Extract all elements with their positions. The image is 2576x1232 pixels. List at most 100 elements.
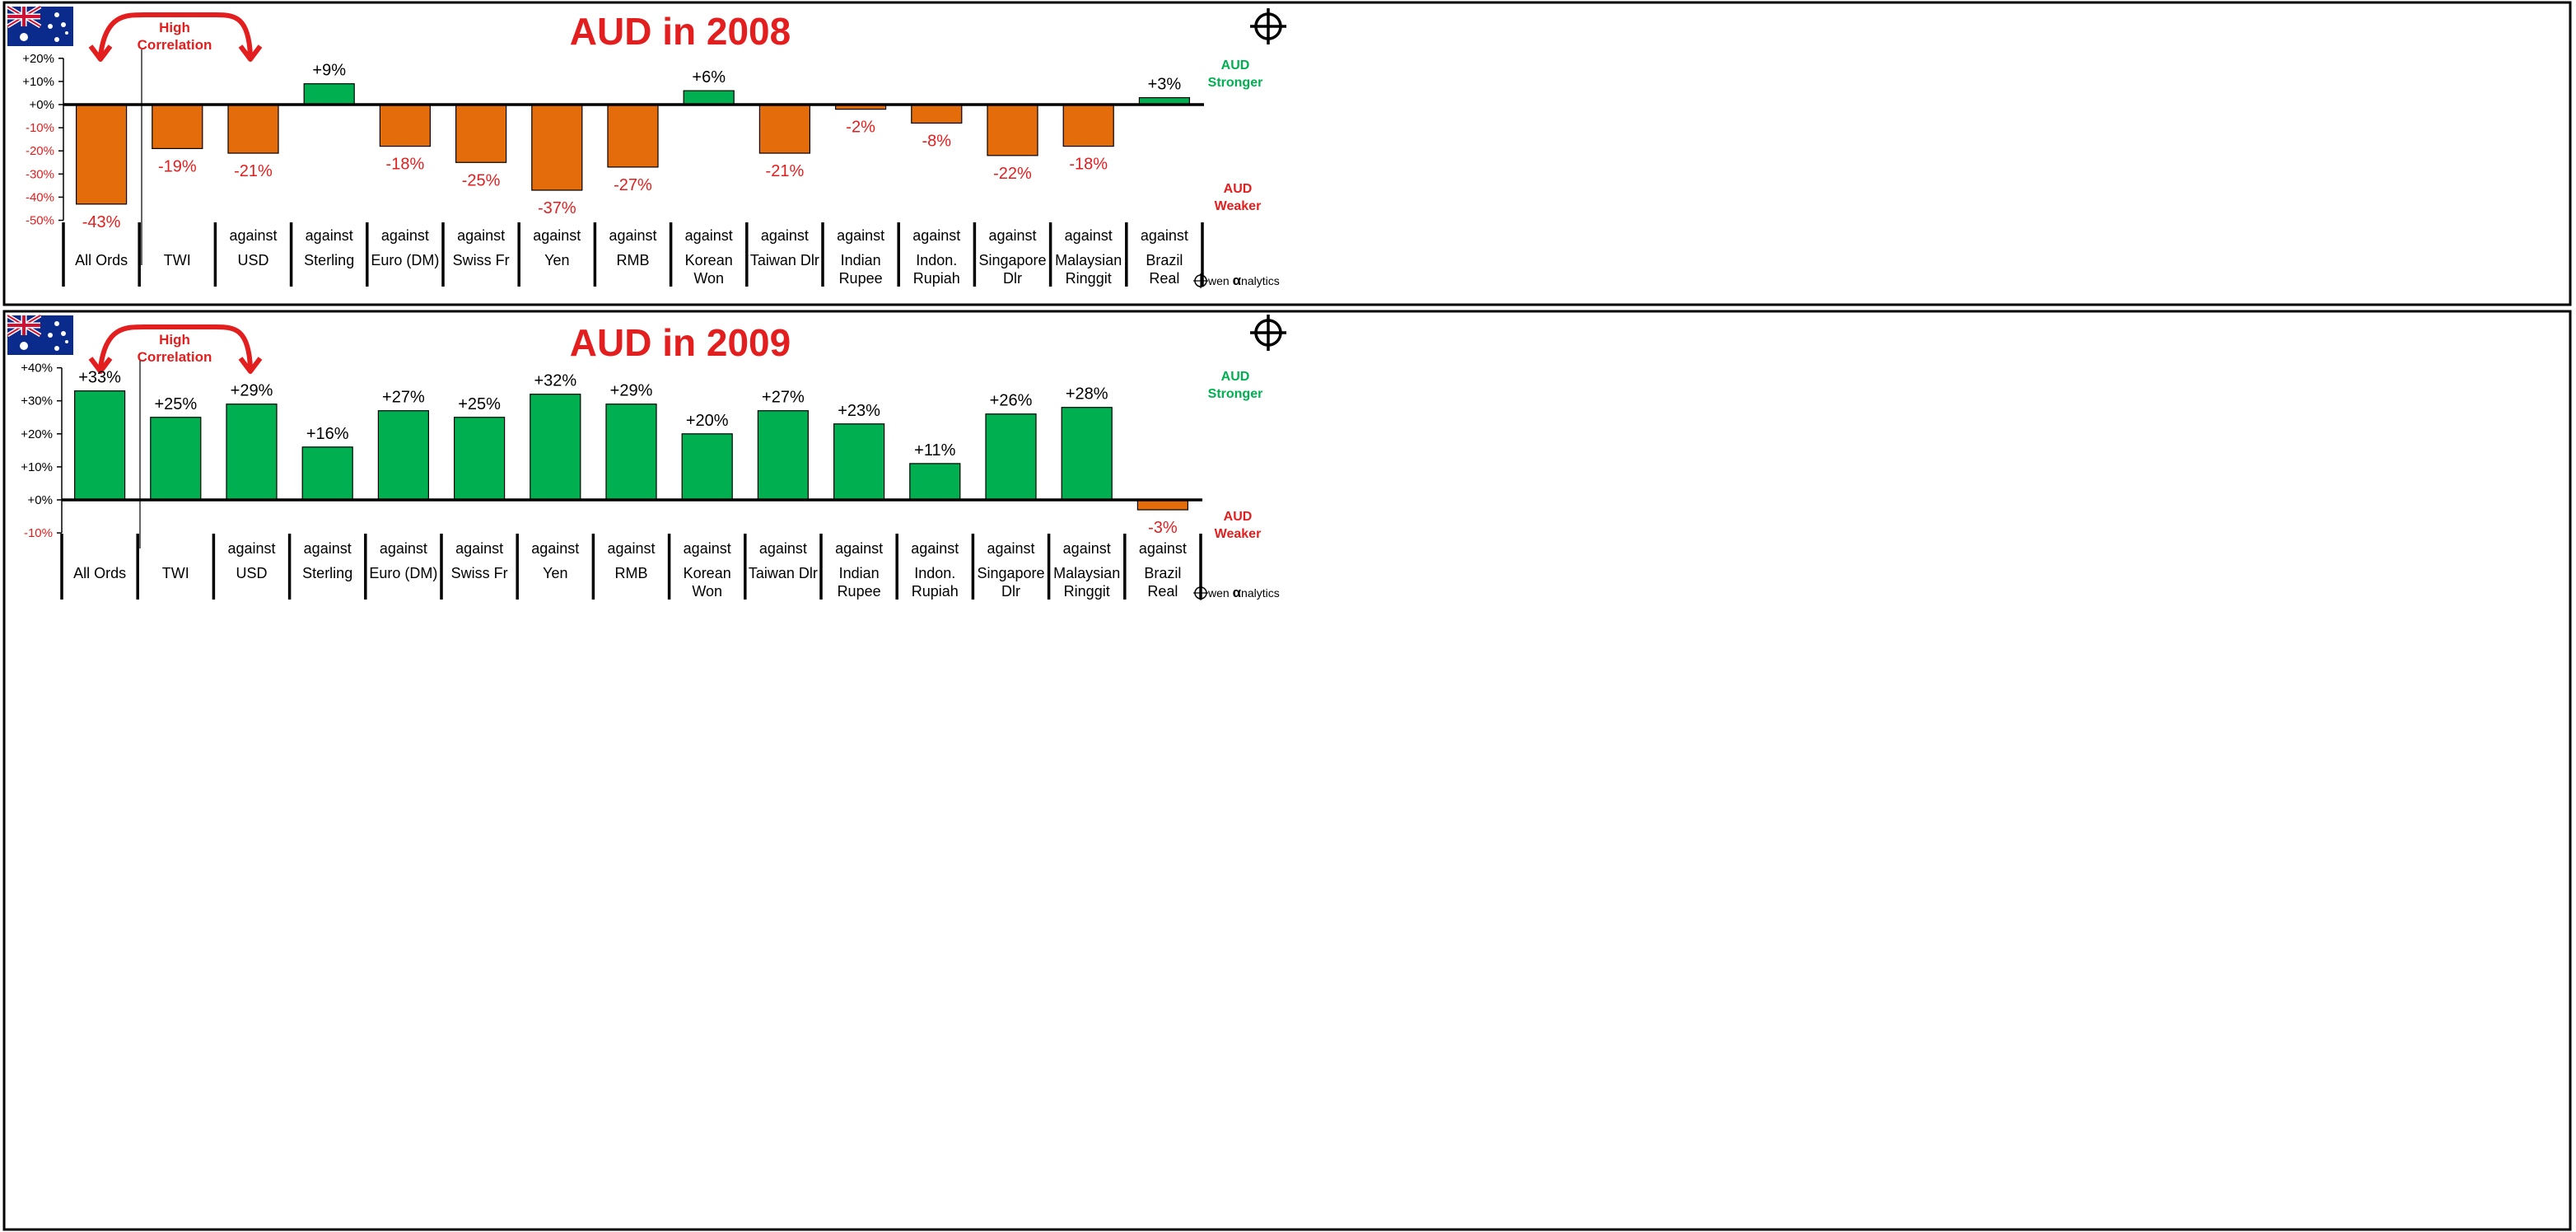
bar-value-label: +28%	[1066, 385, 1108, 404]
double-headed-arrow-icon	[88, 12, 263, 62]
y-tick-label: +30%	[21, 394, 53, 408]
aud-weaker-label-2: Weaker	[1215, 527, 1262, 541]
bar	[379, 104, 431, 147]
crosshair-icon	[1250, 315, 1286, 351]
y-tick-label: +0%	[28, 493, 53, 507]
bar-value-label: -25%	[462, 171, 501, 189]
correlation-arrow-curve	[98, 324, 253, 369]
category-label: Korean	[684, 565, 731, 581]
crosshair-icon	[1250, 8, 1286, 44]
bar-value-label: +27%	[762, 389, 805, 407]
annotation-line-2: Correlation	[138, 349, 212, 365]
crosshair-lines	[1250, 315, 1286, 351]
category-label: Ringgit	[1064, 583, 1110, 600]
bar-value-label: -8%	[922, 132, 952, 150]
category-label: Rupee	[838, 583, 881, 600]
bar	[152, 104, 203, 149]
category-label: Korean	[685, 252, 733, 268]
bar	[681, 433, 733, 501]
category-label: Malaysian	[1055, 252, 1122, 268]
category-label: against	[911, 540, 959, 557]
category-label: against	[684, 540, 731, 557]
bar	[227, 104, 279, 154]
category-label: Indon.	[914, 565, 955, 581]
aud-weaker-label-1: AUD	[1224, 182, 1253, 196]
category-label: against	[1063, 540, 1111, 557]
category-label: against	[531, 540, 579, 557]
bar	[607, 104, 659, 168]
chart-frame	[2, 1, 2572, 306]
bar-value-label: +16%	[306, 425, 349, 443]
category-label: Sterling	[302, 565, 352, 581]
category-label: USD	[237, 252, 268, 268]
category-label: against	[227, 540, 275, 557]
bar-value-label: +32%	[534, 372, 576, 390]
category-label: against	[455, 540, 503, 557]
category-label: against	[988, 227, 1036, 244]
bar-value-label: +27%	[382, 389, 425, 407]
bar-value-label: +6%	[692, 68, 726, 86]
category-label: Swiss Fr	[453, 252, 510, 268]
bar-value-label: -37%	[538, 199, 576, 217]
bar	[226, 404, 278, 501]
aud-stronger-label-1: AUD	[1221, 370, 1250, 384]
brand-alpha: α	[1233, 585, 1242, 600]
category-label: against	[607, 540, 655, 557]
brand-prefix: wen	[1207, 274, 1233, 287]
category-label: Rupiah	[912, 583, 959, 600]
chart-title: AUD in 2009	[570, 321, 791, 364]
bar	[987, 104, 1038, 156]
bar	[758, 104, 811, 154]
category-label: Rupee	[839, 270, 883, 287]
category-label: against	[1139, 540, 1187, 557]
bar	[530, 394, 581, 501]
bar-value-label: -43%	[82, 213, 121, 231]
bar	[75, 104, 128, 205]
category-label: Euro (DM)	[369, 565, 437, 581]
australia-flag-icon	[6, 4, 73, 46]
category-label: Singapore	[978, 252, 1046, 268]
category-label: Rupiah	[913, 270, 960, 287]
y-tick-label: +40%	[21, 362, 53, 376]
brand-text: wen αnalytics	[1207, 273, 1280, 288]
category-label: Taiwan Dlr	[749, 565, 818, 581]
category-label: Yen	[544, 252, 569, 268]
bar	[1061, 407, 1113, 501]
correlation-arrow-head-left	[88, 357, 113, 374]
bar	[1136, 499, 1189, 511]
bar-value-label: +25%	[458, 395, 501, 413]
y-tick-label: +20%	[21, 427, 53, 441]
category-label: Ringgit	[1066, 270, 1112, 287]
bar-value-label: -21%	[766, 162, 805, 180]
logo-cross	[1193, 273, 1208, 288]
bar	[531, 104, 583, 191]
owen-logo-icon	[1193, 586, 1208, 600]
category-label: against	[685, 227, 733, 244]
category-label: Dlr	[1003, 270, 1022, 287]
brand-text: wen αnalytics	[1207, 585, 1280, 600]
flag-star	[48, 24, 53, 29]
owen-logo-icon	[1193, 273, 1208, 288]
flag-star	[61, 331, 66, 336]
category-label: against	[609, 227, 656, 244]
aud-weaker-label-2: Weaker	[1215, 199, 1262, 213]
category-label: All Ords	[75, 252, 128, 268]
flag-star	[54, 346, 59, 351]
bar-value-label: +3%	[1148, 76, 1182, 94]
category-label: Real	[1147, 583, 1178, 600]
flag-star	[54, 37, 59, 42]
flag-star	[48, 333, 53, 338]
correlation-arrow-head-right	[238, 357, 263, 374]
bar-value-label: +29%	[231, 382, 273, 400]
bar-value-label: +20%	[686, 412, 729, 430]
aud-weaker-label-1: AUD	[1224, 510, 1253, 524]
brand-suffix: nalytics	[1241, 274, 1280, 287]
correlation-arrow-head-left	[88, 44, 113, 62]
bar	[150, 417, 202, 501]
y-tick-label: -20%	[26, 144, 54, 158]
category-label: Yen	[543, 565, 567, 581]
category-label: TWI	[164, 252, 191, 268]
category-label: TWI	[162, 565, 189, 581]
